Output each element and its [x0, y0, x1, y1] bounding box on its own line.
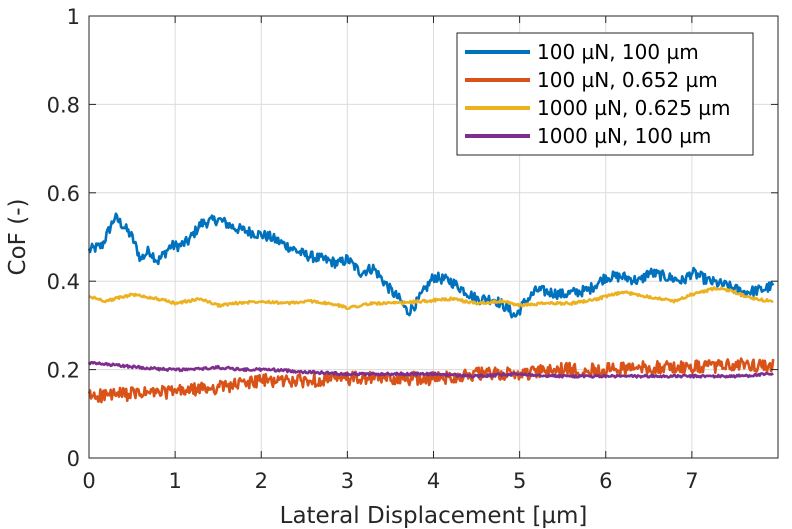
legend-label: 1000 µN, 0.625 µm [537, 96, 730, 120]
legend: 100 µN, 100 µm 100 µN, 0.652 µm 1000 µN, 0… [456, 32, 754, 156]
x-axis-label: Lateral Displacement [µm] [280, 503, 588, 529]
x-tick-label: 1 [168, 469, 181, 493]
y-tick-label: 0.4 [47, 270, 80, 294]
x-tick-label: 4 [427, 469, 440, 493]
x-tick-label: 3 [341, 469, 354, 493]
legend-label: 100 µN, 0.652 µm [537, 68, 718, 92]
x-tick-label: 0 [82, 469, 95, 493]
y-axis-label: CoF (-) [5, 199, 31, 276]
legend-label: 100 µN, 100 µm [537, 40, 699, 64]
series-line-3 [88, 286, 774, 311]
x-tick-label: 7 [685, 469, 698, 493]
y-tick-label: 0 [67, 447, 80, 471]
series-layer [87, 212, 775, 404]
legend-label: 1000 µN, 100 µm [537, 124, 711, 148]
series-line-1 [87, 212, 775, 319]
series-line-4 [87, 360, 774, 379]
axis-ticks: 0 1 2 3 4 5 6 7 0 0.2 0.4 0.6 0.8 1 [47, 5, 778, 493]
x-tick-label: 2 [255, 469, 268, 493]
y-tick-label: 0.2 [47, 359, 80, 383]
y-tick-label: 0.8 [47, 93, 80, 117]
y-tick-label: 0.6 [47, 182, 80, 206]
x-tick-label: 5 [513, 469, 526, 493]
y-tick-label: 1 [67, 5, 80, 29]
x-tick-label: 6 [599, 469, 612, 493]
